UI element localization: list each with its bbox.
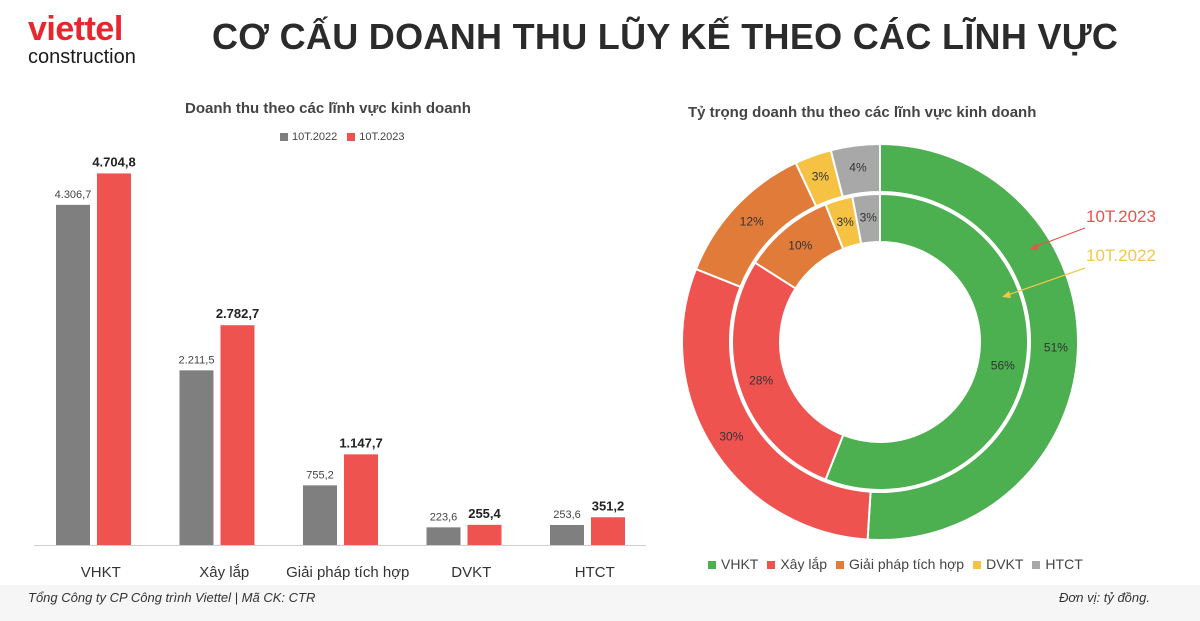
legend-item-10t2022: 10T.2022 bbox=[280, 131, 337, 143]
annotation-outer-arrow bbox=[1031, 227, 1086, 249]
legend-swatch-red bbox=[347, 133, 356, 142]
slice-outer-vhkt bbox=[866, 142, 1080, 541]
legend-label-vhkt: VHKT bbox=[721, 556, 759, 572]
annotation-inner-arrowhead bbox=[1002, 291, 1011, 298]
annotation-outer-arrowhead bbox=[1030, 243, 1038, 250]
data-label-vhkt-2023: 4.704,8 bbox=[92, 154, 135, 169]
slice-outer-htct bbox=[829, 142, 881, 198]
slice-label-inner-xay-lap: 28% bbox=[749, 374, 773, 388]
data-label-htct-2022: 253,6 bbox=[553, 509, 581, 521]
bar-htct-2022 bbox=[550, 524, 584, 545]
legend-label-10t2022: 10T.2022 bbox=[292, 131, 338, 143]
slice-label-inner-htct: 3% bbox=[860, 211, 878, 225]
legend-label-htct: HTCT bbox=[1045, 556, 1083, 572]
slice-label-inner-vhkt: 56% bbox=[991, 358, 1015, 372]
slice-label-outer-vhkt: 51% bbox=[1044, 341, 1068, 355]
bar-dvkt-2022 bbox=[426, 527, 461, 545]
slice-label-outer-xay-lap: 30% bbox=[719, 429, 743, 443]
bar-chart-title: Doanh thu theo các lĩnh vực kinh doanh bbox=[185, 100, 471, 117]
legend-item-vhkt: VHKT bbox=[708, 556, 758, 572]
category-label-htct: HTCT bbox=[575, 564, 615, 580]
annotation-outer-ring: 10T.2023 bbox=[1086, 207, 1156, 226]
slice-label-inner-giai-phap-tich-hop: 10% bbox=[788, 239, 812, 253]
bar-giai-phap-tich-hop-2023 bbox=[344, 454, 378, 545]
data-label-vhkt-2022: 4.306,7 bbox=[55, 189, 92, 201]
bar-xay-lap-2023 bbox=[220, 325, 255, 545]
category-label-xay-lap: Xây lắp bbox=[199, 564, 249, 580]
legend-label-10t2023: 10T.2023 bbox=[359, 131, 405, 143]
footer-unit: Đơn vị: tỷ đồng. bbox=[1059, 590, 1150, 605]
slice-label-inner-dvkt: 3% bbox=[836, 215, 854, 229]
legend-item-htct: HTCT bbox=[1032, 556, 1083, 572]
donut-chart: 51% 30% 12% 3% 4% 56% 28% 10% 3% 3% 10T.2023 10T.20… bbox=[681, 142, 1156, 541]
category-label-vhkt: VHKT bbox=[81, 564, 121, 580]
category-label-dvkt: DVKT bbox=[451, 564, 491, 580]
legend-item-dvkt: DVKT bbox=[973, 556, 1023, 572]
footer-company: Tổng Công ty CP Công trình Viettel | Mã … bbox=[28, 590, 316, 605]
data-label-giai-phap-tich-hop-2023: 1.147,7 bbox=[339, 435, 382, 450]
bar-vhkt-2023 bbox=[97, 173, 131, 545]
bar-vhkt-2022 bbox=[56, 204, 90, 545]
slice-label-outer-dvkt: 3% bbox=[812, 169, 830, 183]
category-label-giai-phap-tich-hop: Giải pháp tích hợp bbox=[286, 564, 409, 580]
legend-item-xay-lap: Xây lắp bbox=[767, 556, 827, 572]
data-label-dvkt-2022: 223,6 bbox=[430, 511, 458, 523]
legend-label-dvkt: DVKT bbox=[986, 556, 1024, 572]
legend-swatch-green bbox=[708, 561, 716, 570]
data-label-htct-2023: 351,2 bbox=[592, 498, 625, 513]
logo-wordmark: viettel bbox=[28, 10, 123, 48]
donut-chart-legend: VHKT Xây lắp Giải pháp tích hợp DVKT HTC… bbox=[708, 556, 1083, 572]
data-label-xay-lap-2022: 2.211,5 bbox=[179, 354, 215, 366]
legend-swatch-orange bbox=[836, 561, 845, 570]
data-label-dvkt-2023: 255,4 bbox=[468, 506, 501, 521]
legend-swatch-gray bbox=[280, 133, 288, 142]
bar-chart: 4.306,7 4.704,8 VHKT 2.211,5 2.782,7 Xây lắp 7… bbox=[34, 154, 646, 580]
bar-chart-legend: 10T.2022 10T.2023 bbox=[280, 131, 405, 143]
legend-label-xay-lap: Xây lắp bbox=[780, 556, 828, 572]
slice-inner-htct bbox=[851, 192, 881, 245]
bar-htct-2023 bbox=[591, 517, 625, 545]
slice-label-outer-giai-phap-tich-hop: 12% bbox=[740, 215, 764, 229]
bar-dvkt-2023 bbox=[467, 524, 502, 545]
legend-swatch-lightgray bbox=[1032, 561, 1041, 570]
annotation-inner-ring: 10T.2022 bbox=[1086, 246, 1156, 265]
donut-chart-title: Tỷ trọng doanh thu theo các lĩnh vực kin… bbox=[688, 104, 1037, 121]
logo-subtitle: construction bbox=[28, 46, 136, 68]
legend-swatch-yellow bbox=[973, 561, 982, 570]
legend-swatch-red bbox=[767, 561, 776, 570]
page-title: CƠ CẤU DOANH THU LŨY KẾ THEO CÁC LĨNH VỰ… bbox=[212, 16, 1119, 57]
legend-label-giai-phap: Giải pháp tích hợp bbox=[849, 556, 965, 572]
slice-label-outer-htct: 4% bbox=[849, 160, 867, 174]
slice-inner-vhkt bbox=[824, 192, 1029, 491]
data-label-giai-phap-tich-hop-2022: 755,2 bbox=[306, 469, 334, 481]
bar-giai-phap-tich-hop-2022 bbox=[303, 485, 337, 545]
data-label-xay-lap-2023: 2.782,7 bbox=[216, 306, 259, 321]
legend-item-10t2023: 10T.2023 bbox=[347, 131, 405, 143]
bar-xay-lap-2022 bbox=[179, 370, 214, 545]
legend-item-giai-phap: Giải pháp tích hợp bbox=[836, 556, 964, 572]
annotation-inner-arrow bbox=[1004, 267, 1086, 297]
footer-strip bbox=[0, 585, 1200, 621]
